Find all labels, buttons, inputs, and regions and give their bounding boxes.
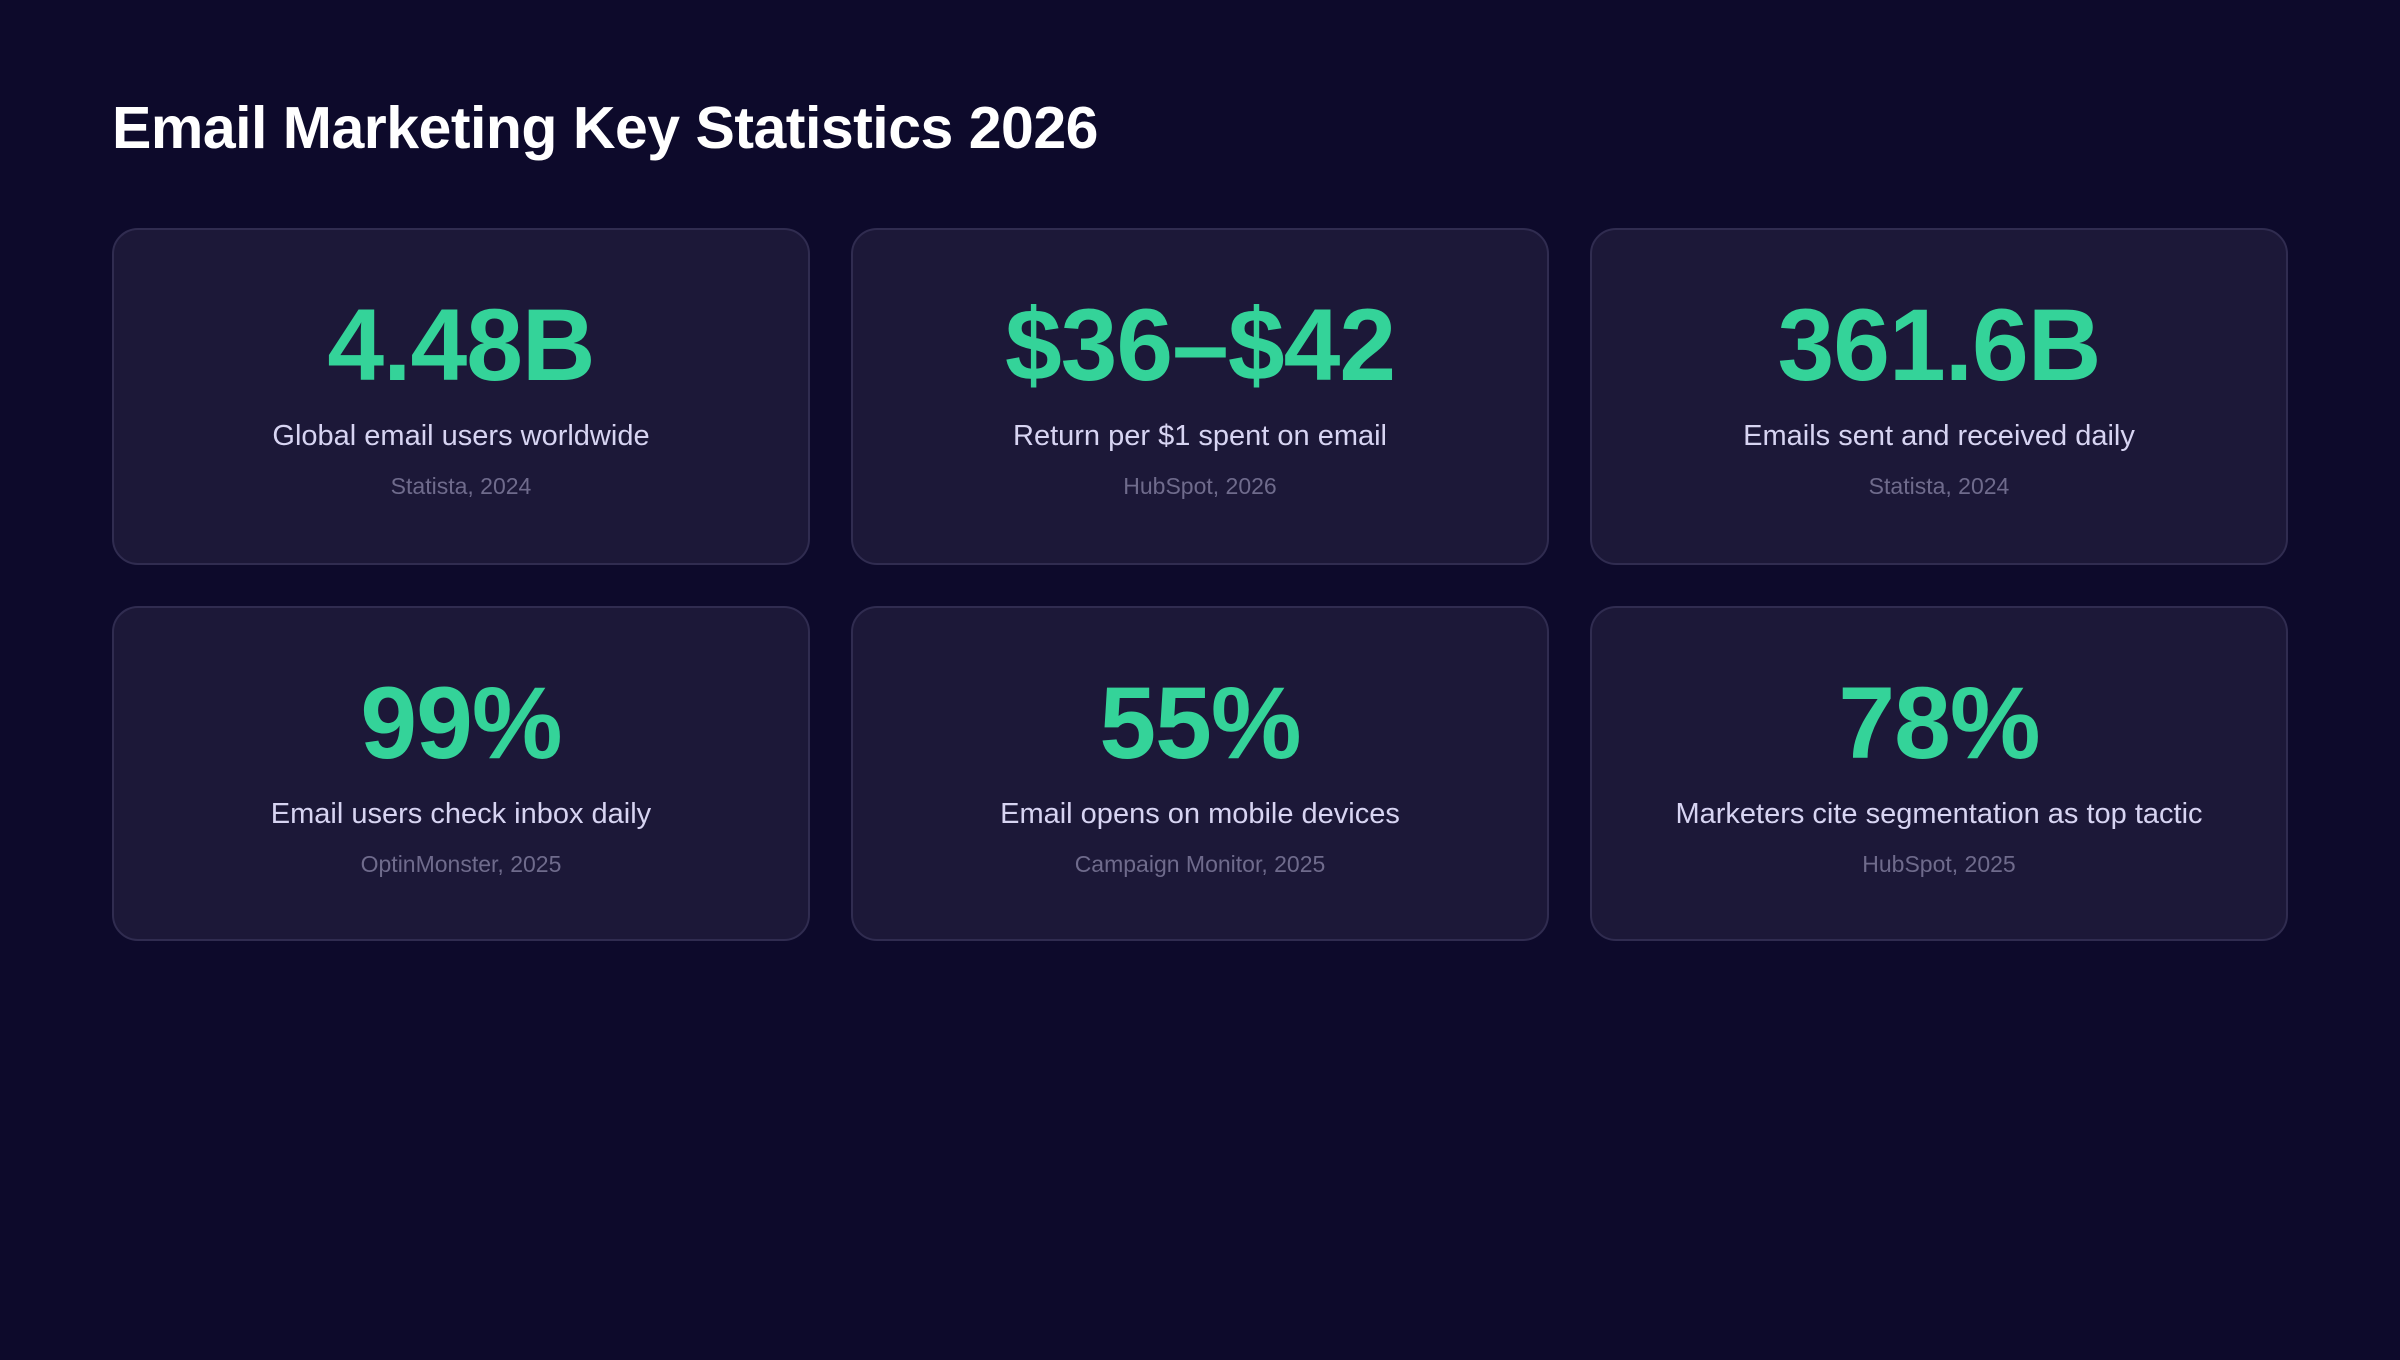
stat-source: Campaign Monitor, 2025	[1074, 851, 1326, 877]
stat-value: $36–$42	[1004, 288, 1396, 402]
stat-card-mobile-opens: 55% Email opens on mobile devices Campai…	[851, 606, 1549, 941]
stat-value: 361.6B	[1777, 288, 2102, 402]
stat-value: 4.48B	[327, 288, 595, 402]
stat-source: HubSpot, 2025	[1862, 851, 2016, 877]
stat-label: Marketers cite segmentation as top tacti…	[1675, 798, 2203, 830]
stat-label: Emails sent and received daily	[1743, 420, 2135, 452]
stat-value: 78%	[1838, 666, 2040, 780]
stat-label: Email users check inbox daily	[270, 798, 652, 830]
stat-card-daily-emails: 361.6B Emails sent and received daily St…	[1590, 228, 2288, 565]
stat-source: HubSpot, 2026	[1123, 473, 1277, 499]
stat-source: Statista, 2024	[390, 473, 532, 499]
stat-card-inbox-check: 99% Email users check inbox daily OptinM…	[112, 606, 810, 941]
stat-source: OptinMonster, 2025	[360, 851, 562, 877]
stat-label: Return per $1 spent on email	[1013, 420, 1387, 452]
stat-source: Statista, 2024	[1868, 473, 2010, 499]
stat-card-email-users: 4.48B Global email users worldwide Stati…	[112, 228, 810, 565]
stat-value: 55%	[1099, 666, 1301, 780]
stat-value: 99%	[360, 666, 562, 780]
stat-card-segmentation: 78% Marketers cite segmentation as top t…	[1590, 606, 2288, 941]
stat-card-email-roi: $36–$42 Return per $1 spent on email Hub…	[851, 228, 1549, 565]
stats-grid: 4.48B Global email users worldwide Stati…	[112, 228, 2288, 941]
stat-label: Email opens on mobile devices	[1000, 798, 1400, 830]
stat-label: Global email users worldwide	[272, 420, 650, 452]
page-title: Email Marketing Key Statistics 2026	[112, 95, 1098, 161]
